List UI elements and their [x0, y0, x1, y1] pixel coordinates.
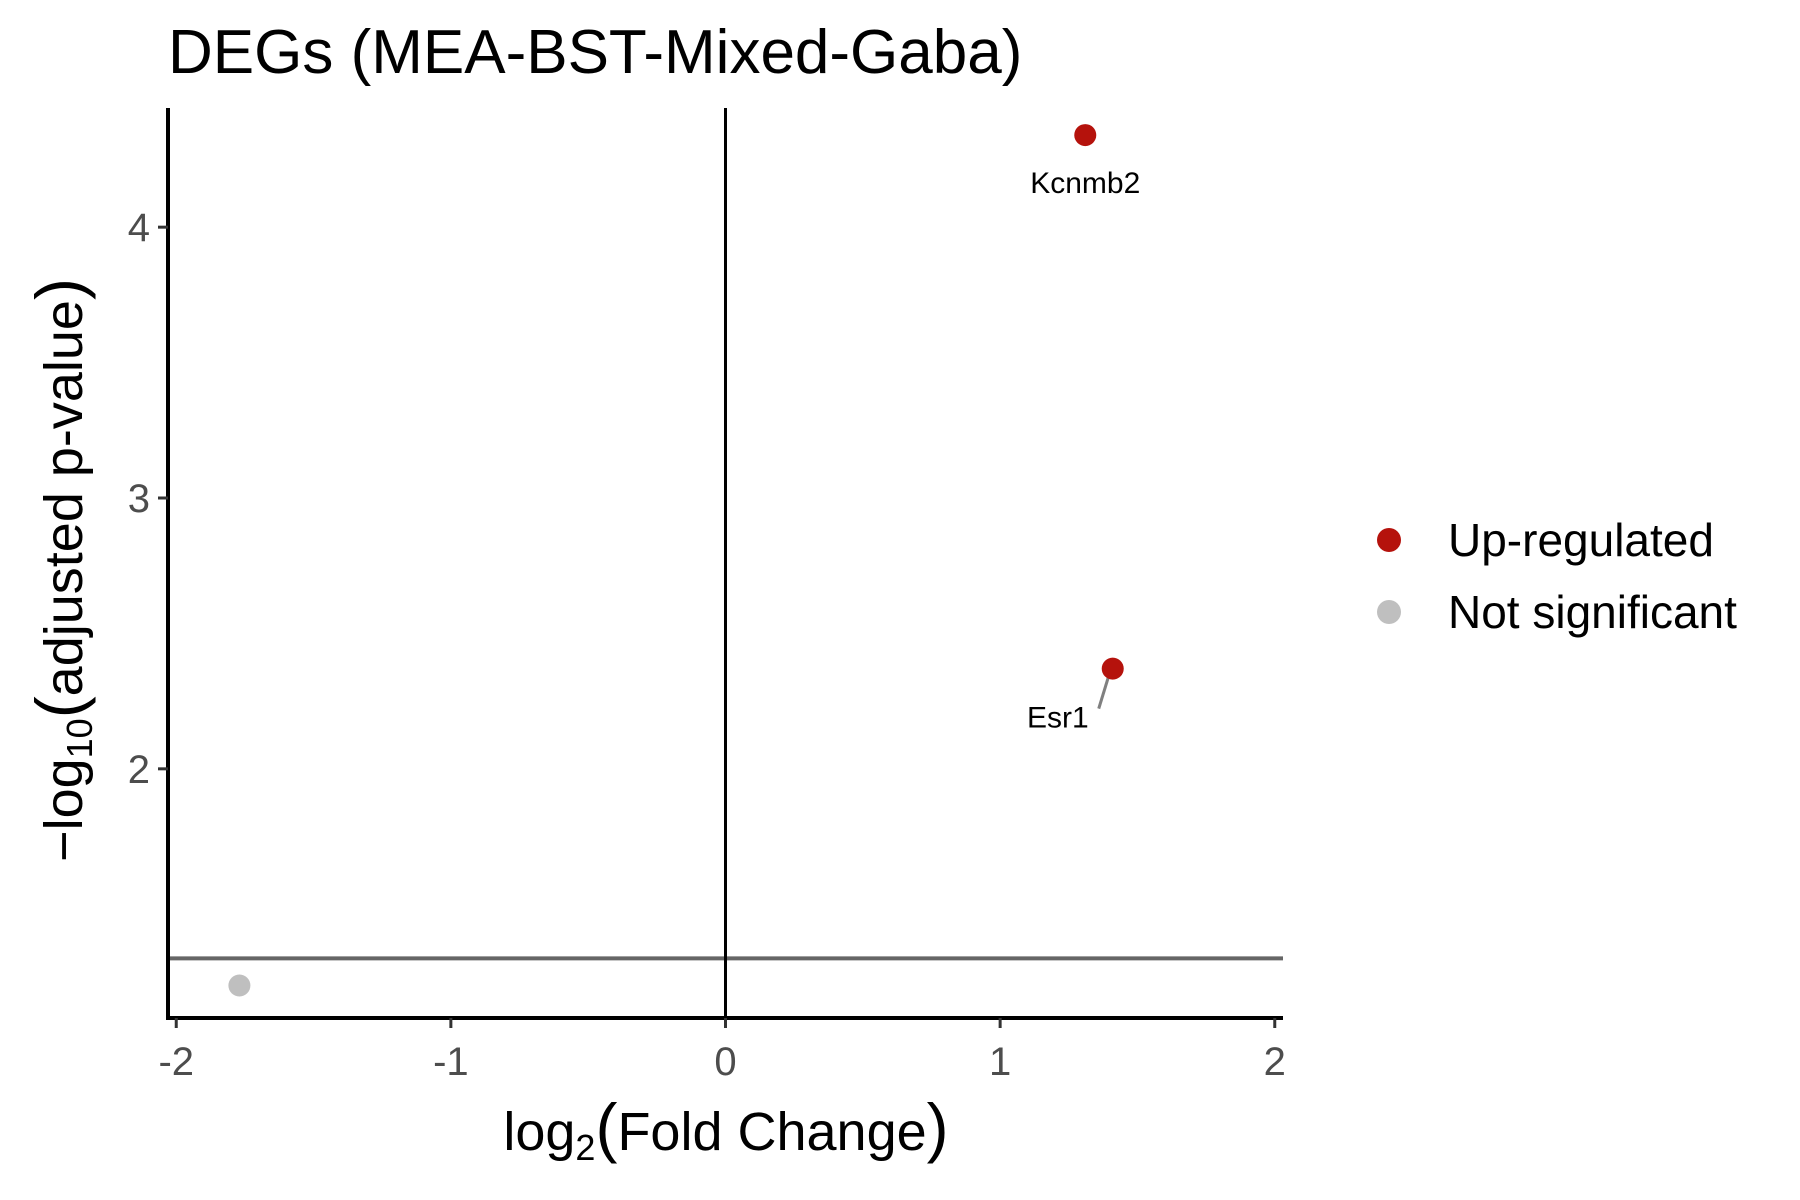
- y-axis-title-prefix: −log: [34, 758, 94, 862]
- y-axis-title: −log10(adjusted p-value): [22, 278, 100, 862]
- legend-marker: [1377, 528, 1401, 552]
- x-axis-title-open-paren: (: [595, 1090, 617, 1164]
- y-axis-title-subscript: 10: [59, 718, 100, 758]
- label-connector: [1097, 672, 1112, 710]
- legend: Up-regulated Not significant: [1377, 514, 1737, 638]
- y-axis-title-close-paren: ): [22, 278, 96, 300]
- x-axis-title-subscript: 2: [575, 1127, 595, 1168]
- x-tick-label: 0: [714, 1040, 736, 1084]
- point-label: Kcnmb2: [1030, 167, 1140, 200]
- x-axis-title: log2(Fold Change): [503, 1090, 948, 1168]
- x-tick-label: -1: [433, 1040, 469, 1084]
- x-tick-label: -2: [158, 1040, 194, 1084]
- point-label: Esr1: [1027, 702, 1089, 735]
- chart-title: DEGs (MEA-BST-Mixed-Gaba): [168, 18, 1022, 87]
- data-point: [228, 974, 251, 997]
- data-point: [1101, 657, 1124, 680]
- x-axis-title-close-paren: ): [927, 1090, 949, 1164]
- legend-label: Not significant: [1448, 586, 1737, 638]
- plot-area: -2 -1 0 1 2 2 3 4 Kcnmb2 Esr1: [128, 108, 1286, 1084]
- legend-label: Up-regulated: [1448, 514, 1714, 566]
- y-axis-title-open-paren: (: [22, 696, 96, 718]
- x-axis-title-body: Fold Change: [617, 1102, 926, 1162]
- y-tick-label: 3: [128, 477, 150, 521]
- x-tick-label: 1: [989, 1040, 1011, 1084]
- y-tick-label: 4: [128, 206, 150, 250]
- y-tick-label: 2: [128, 748, 150, 792]
- data-point: [1074, 124, 1097, 147]
- x-tick-label: 2: [1264, 1040, 1286, 1084]
- x-axis-title-prefix: log: [503, 1102, 575, 1162]
- y-axis-title-body: adjusted p-value: [34, 300, 94, 696]
- legend-marker: [1377, 600, 1401, 624]
